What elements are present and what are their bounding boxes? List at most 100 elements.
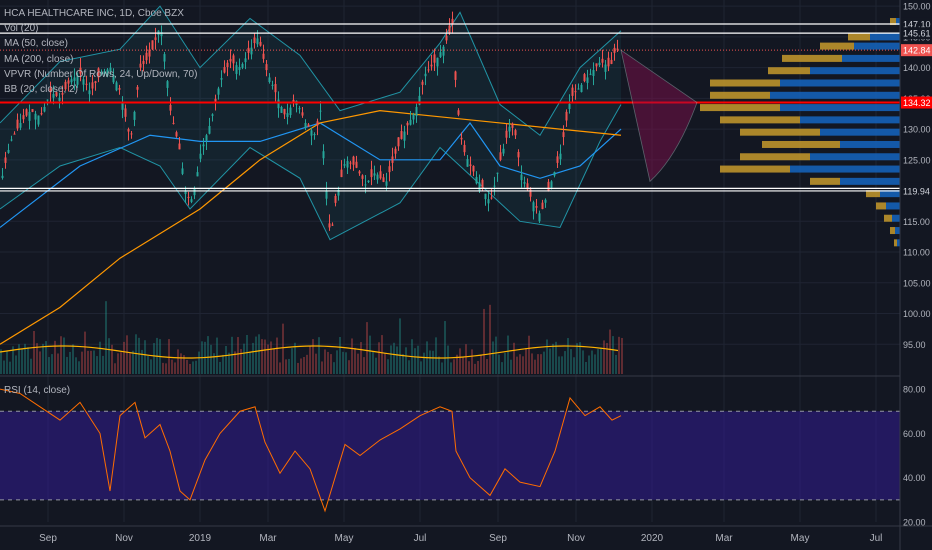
candle-body (529, 189, 532, 197)
candle-body (19, 122, 22, 128)
candle-body (256, 38, 259, 45)
candle-body (55, 92, 58, 96)
volume-bar (123, 341, 125, 374)
volume-bar (213, 353, 215, 374)
volume-bar (441, 362, 443, 374)
candle-body (79, 67, 82, 74)
candle-body (40, 113, 43, 115)
rsi-series (0, 388, 622, 513)
volume-bar (96, 356, 98, 374)
price-label: 142.84 (903, 46, 931, 56)
candle-body (574, 91, 577, 93)
volume-bar (255, 336, 257, 374)
candle-body (358, 171, 361, 174)
volume-bar (75, 357, 77, 374)
legend-rsi[interactable]: RSI (14, close) (4, 385, 71, 396)
candle-body (337, 189, 340, 196)
candle-body (490, 197, 493, 199)
volume-bar (609, 329, 611, 374)
volume-bar (357, 353, 359, 374)
volume-bar (129, 353, 131, 374)
volume-bar (105, 301, 107, 374)
vpvr-bar-down (890, 18, 896, 26)
price-tick-label: 100.00 (903, 309, 931, 319)
candle-body (250, 47, 253, 55)
volume-bar (603, 340, 605, 374)
price-label: 119.94 (903, 186, 930, 196)
volume-bar (240, 349, 242, 374)
candle-body (511, 123, 514, 128)
volume-bar (285, 359, 287, 374)
candle-body (130, 133, 133, 135)
price-tick-label: 95.00 (903, 340, 926, 350)
candle-body (118, 88, 121, 90)
candle-body (559, 153, 562, 160)
candle-body (406, 122, 409, 126)
candle-body (67, 80, 70, 84)
candle-body (514, 130, 517, 136)
volume-bar (354, 347, 356, 374)
volume-bar (591, 350, 593, 374)
bollinger-bands (0, 5, 622, 241)
candle-body (409, 119, 412, 125)
volume-bar (372, 351, 374, 374)
volume-bar (405, 347, 407, 374)
volume-bar (480, 354, 482, 374)
volume-bar (345, 352, 347, 374)
volume-bar (69, 351, 71, 374)
candle-body (517, 151, 520, 158)
vpvr-bar-down (768, 67, 810, 75)
candle-body (31, 109, 34, 112)
forecast-zone[interactable] (620, 49, 698, 183)
volume-bar (555, 341, 557, 374)
candle-body (304, 122, 307, 128)
vpvr-bar-up (780, 79, 900, 87)
volume-bar (324, 349, 326, 374)
volume-bar (477, 361, 479, 374)
vpvr-bar-up (892, 214, 900, 222)
volume-bar (351, 338, 353, 374)
candle-body (430, 64, 433, 67)
volume-bar (153, 343, 155, 374)
volume-bar (474, 363, 476, 374)
volume-bar (387, 359, 389, 374)
vpvr-bar-up (810, 153, 900, 161)
vpvr-bar-down (710, 79, 780, 87)
volume-bar (444, 321, 446, 374)
volume-bar (567, 338, 569, 374)
volume-bar (51, 354, 53, 374)
volume-bar (303, 357, 305, 374)
time-tick-label: Jul (414, 533, 427, 544)
volume-bar (618, 336, 620, 374)
candle-body (247, 47, 250, 53)
candle-body (232, 55, 235, 64)
volume-bar (18, 344, 20, 374)
vpvr-bar-down (848, 33, 870, 41)
candle-body (415, 106, 418, 116)
candle-body (22, 115, 25, 120)
volume-bar (333, 362, 335, 374)
candle-body (571, 87, 574, 96)
price-tick-label: 125.00 (903, 155, 931, 165)
volume-bar (150, 359, 152, 374)
horizontal-levels[interactable] (0, 23, 900, 192)
volume-bar (132, 350, 134, 374)
candle-body (562, 132, 565, 138)
vpvr-bar-down (894, 239, 897, 247)
volume-bar (606, 342, 608, 374)
candle-body (139, 63, 142, 68)
candle-body (484, 193, 487, 200)
candle-body (385, 181, 388, 186)
volume-bar (42, 343, 44, 374)
vpvr-bar-up (870, 33, 900, 41)
candle-body (76, 75, 79, 85)
candle-body (547, 181, 550, 191)
volume-bar (435, 337, 437, 374)
candle-body (472, 165, 475, 172)
candle-body (52, 94, 55, 98)
candle-body (265, 64, 268, 71)
vpvr-bar-down (810, 177, 840, 185)
candle-body (178, 143, 181, 150)
volume-bar (126, 335, 128, 374)
